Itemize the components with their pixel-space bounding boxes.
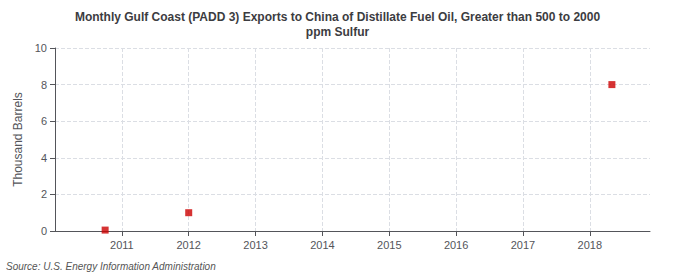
svg-text:2013: 2013	[243, 239, 267, 251]
svg-text:6: 6	[41, 115, 47, 127]
svg-text:2: 2	[41, 188, 47, 200]
svg-text:0: 0	[41, 225, 47, 237]
svg-text:10: 10	[35, 42, 47, 54]
svg-text:2018: 2018	[578, 239, 602, 251]
svg-text:2014: 2014	[310, 239, 334, 251]
svg-text:4: 4	[41, 152, 47, 164]
svg-text:ppm Sulfur: ppm Sulfur	[306, 25, 370, 39]
svg-text:Source: U.S. Energy Informatio: Source: U.S. Energy Information Administ…	[6, 261, 216, 272]
svg-text:2012: 2012	[176, 239, 200, 251]
svg-text:2017: 2017	[511, 239, 535, 251]
svg-text:2011: 2011	[110, 239, 134, 251]
svg-text:8: 8	[41, 79, 47, 91]
svg-text:2016: 2016	[444, 239, 468, 251]
svg-text:Monthly Gulf Coast (PADD 3) Ex: Monthly Gulf Coast (PADD 3) Exports to C…	[75, 10, 601, 24]
svg-text:2015: 2015	[377, 239, 401, 251]
svg-text:Thousand Barrels: Thousand Barrels	[11, 92, 25, 187]
